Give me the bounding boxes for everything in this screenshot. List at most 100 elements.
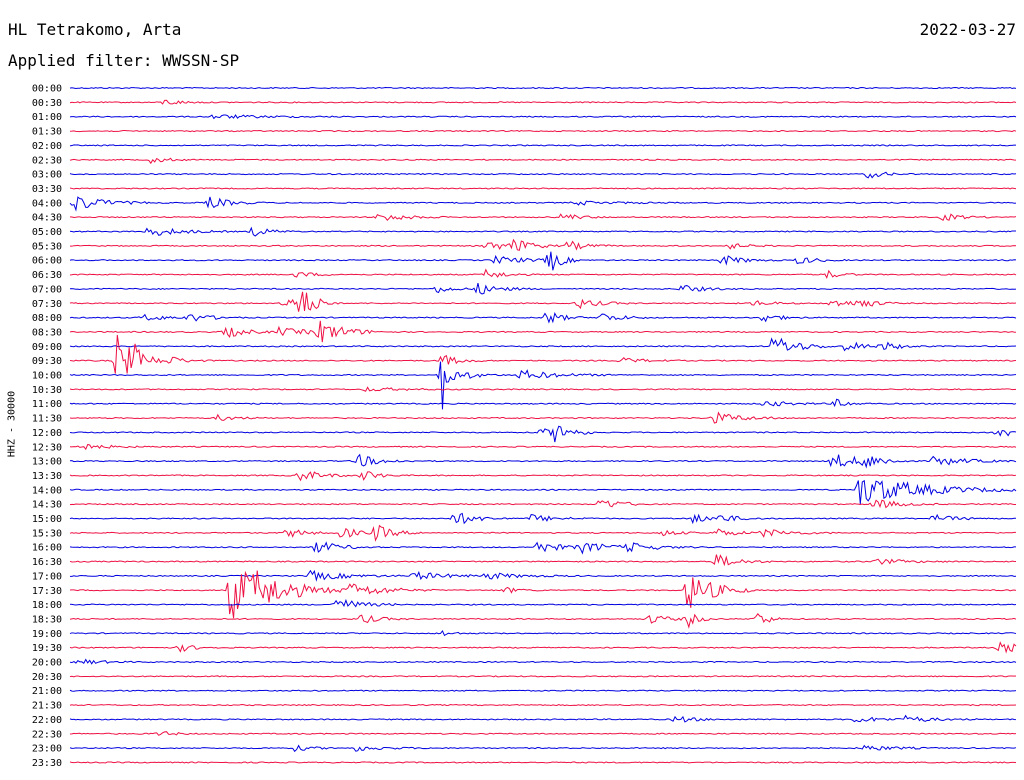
trace-line	[69, 337, 1017, 352]
trace-line	[69, 570, 1017, 619]
time-label: 03:00	[32, 170, 62, 181]
time-label: 07:30	[32, 299, 62, 310]
time-label: 08:30	[32, 327, 62, 338]
time-label: 23:00	[32, 744, 62, 755]
trace-line	[69, 569, 1017, 582]
time-label: 06:30	[32, 270, 62, 281]
trace-line	[69, 86, 1017, 90]
trace-line	[69, 613, 1017, 629]
trace-line	[69, 320, 1017, 343]
time-label: 18:30	[32, 614, 62, 625]
time-label: 10:00	[32, 371, 62, 382]
trace-line	[69, 114, 1017, 120]
trace-line	[69, 443, 1017, 451]
trace-line	[69, 453, 1017, 469]
time-label: 10:30	[32, 385, 62, 396]
time-label: 19:00	[32, 629, 62, 640]
time-label: 05:30	[32, 241, 62, 252]
trace-line	[69, 598, 1017, 608]
time-label: 04:30	[32, 213, 62, 224]
trace-line	[69, 554, 1017, 567]
trace-line	[69, 761, 1017, 764]
trace-line	[69, 714, 1017, 723]
trace-line	[69, 541, 1017, 555]
trace-line	[69, 157, 1017, 165]
time-label: 09:30	[32, 356, 62, 367]
station-title: HL Tetrakomo, Arta	[8, 20, 182, 39]
time-label: 02:30	[32, 155, 62, 166]
time-label: 07:00	[32, 284, 62, 295]
trace-line	[69, 291, 1017, 312]
time-label: 06:00	[32, 256, 62, 267]
trace-line	[69, 386, 1017, 392]
trace-line	[69, 641, 1017, 654]
time-label: 13:30	[32, 471, 62, 482]
time-label: 01:30	[32, 127, 62, 138]
time-label: 17:00	[32, 571, 62, 582]
time-label: 09:00	[32, 342, 62, 353]
time-label: 08:00	[32, 313, 62, 324]
time-label: 21:00	[32, 686, 62, 697]
trace-line	[69, 238, 1017, 251]
time-label: 15:30	[32, 528, 62, 539]
time-label: 02:00	[32, 141, 62, 152]
time-label: 03:30	[32, 184, 62, 195]
trace-line	[69, 361, 1017, 410]
time-label: 20:00	[32, 658, 62, 669]
time-label: 20:30	[32, 672, 62, 683]
trace-line	[69, 425, 1017, 443]
time-label: 18:00	[32, 600, 62, 611]
time-label: 05:00	[32, 227, 62, 238]
time-label: 22:00	[32, 715, 62, 726]
time-label: 11:00	[32, 399, 62, 410]
time-label: 13:00	[32, 457, 62, 468]
trace-line	[69, 334, 1017, 374]
trace-line	[69, 171, 1017, 179]
trace-line	[69, 731, 1017, 736]
time-label: 15:00	[32, 514, 62, 525]
time-label: 22:30	[32, 729, 62, 740]
time-label: 12:00	[32, 428, 62, 439]
trace-line	[69, 226, 1017, 237]
trace-line	[69, 283, 1017, 295]
trace-line	[69, 411, 1017, 424]
trace-line	[69, 187, 1017, 190]
trace-line	[69, 744, 1017, 753]
time-label: 17:30	[32, 586, 62, 597]
time-label: 14:00	[32, 485, 62, 496]
trace-line	[69, 629, 1017, 637]
trace-line	[69, 479, 1017, 505]
trace-line	[69, 144, 1017, 147]
time-label: 04:00	[32, 198, 62, 209]
date-label: 2022-03-27	[919, 20, 1016, 39]
trace-line	[69, 213, 1017, 222]
time-label: 16:30	[32, 557, 62, 568]
trace-line	[69, 689, 1017, 692]
time-label: 16:00	[32, 543, 62, 554]
time-label: 11:30	[32, 414, 62, 425]
trace-line	[69, 499, 1017, 509]
trace-line	[69, 99, 1017, 105]
trace-line	[69, 251, 1017, 271]
traces	[69, 86, 1017, 764]
trace-line	[69, 129, 1017, 133]
trace-line	[69, 398, 1017, 408]
time-label: 00:30	[32, 98, 62, 109]
time-label: 21:30	[32, 701, 62, 712]
time-label: 12:30	[32, 442, 62, 453]
filter-label: Applied filter: WWSSN-SP	[8, 51, 240, 70]
time-label: 23:30	[32, 758, 62, 769]
trace-line	[69, 268, 1017, 280]
time-label: 01:00	[32, 112, 62, 123]
trace-line	[69, 196, 1017, 212]
trace-line	[69, 675, 1017, 678]
time-label: 00:00	[32, 84, 62, 95]
trace-line	[69, 703, 1017, 707]
time-labels: 00:00 00:30 01:00 01:30 02:00 02:30 03:00 03:30…	[32, 84, 62, 769]
trace-line	[69, 512, 1017, 525]
time-label: 19:30	[32, 643, 62, 654]
trace-line	[69, 471, 1017, 482]
trace-line	[69, 658, 1017, 665]
time-label: 14:30	[32, 500, 62, 511]
